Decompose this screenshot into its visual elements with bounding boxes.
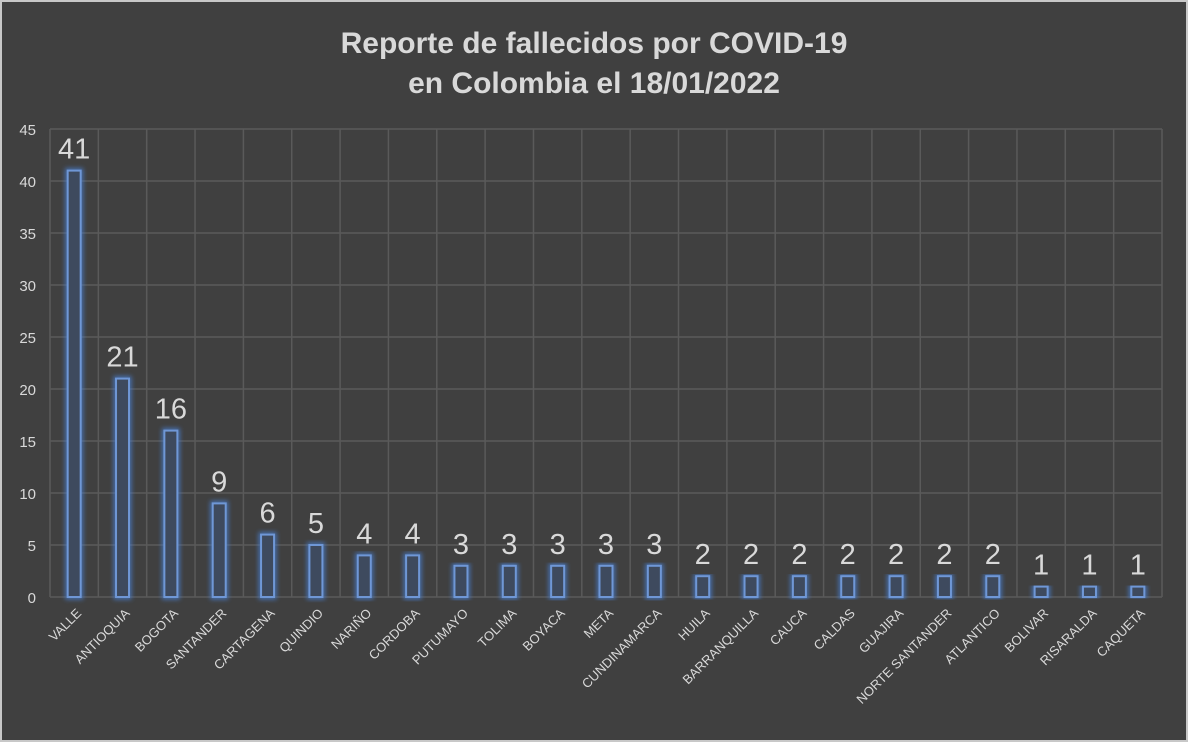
x-tick-label: GUAJIRA	[856, 605, 907, 656]
bar	[695, 575, 711, 599]
x-tick-label: CAQUETA	[1094, 605, 1149, 660]
data-label: 41	[58, 134, 90, 166]
bar	[598, 564, 614, 598]
bar	[260, 533, 276, 598]
bar	[985, 575, 1001, 599]
data-label: 1	[1130, 550, 1146, 582]
bar	[888, 575, 904, 599]
bar	[840, 575, 856, 599]
y-tick-label: 25	[19, 330, 36, 347]
bar	[66, 169, 82, 598]
bar	[1033, 585, 1049, 598]
data-label: 2	[743, 539, 759, 571]
data-label: 2	[840, 539, 856, 571]
y-tick-label: 15	[19, 434, 36, 451]
x-tick-label: VALLE	[46, 605, 85, 644]
bar	[163, 429, 179, 598]
x-tick-label: HUILA	[675, 605, 713, 643]
data-label: 3	[453, 529, 469, 561]
x-tick-label: META	[581, 605, 617, 641]
y-tick-label: 10	[19, 486, 36, 503]
title-line-1: Reporte de fallecidos por COVID-19	[340, 27, 848, 60]
y-tick-label: 20	[19, 382, 36, 399]
bar	[1081, 585, 1097, 598]
bar	[308, 544, 324, 598]
data-label: 21	[106, 342, 138, 374]
y-tick-label: 30	[19, 278, 36, 295]
data-label: 6	[259, 498, 275, 530]
bar	[646, 564, 662, 598]
bar	[405, 554, 421, 599]
data-label: 5	[308, 508, 324, 540]
x-tick-label: NORTE SANTANDER	[853, 606, 954, 707]
data-label: 4	[405, 518, 421, 550]
y-tick-label: 5	[28, 538, 36, 555]
data-label: 3	[550, 529, 566, 561]
x-tick-label: CALDAS	[810, 605, 858, 653]
chart-title: Reporte de fallecidos por COVID-19 en Col…	[2, 24, 1186, 104]
y-tick-label: 35	[19, 226, 36, 243]
data-label: 3	[501, 529, 517, 561]
x-tick-label: QUINDIO	[276, 606, 326, 656]
data-label: 3	[646, 529, 662, 561]
data-label: 9	[211, 466, 227, 498]
x-tick-label: BOYACA	[520, 605, 568, 653]
data-label: 2	[985, 539, 1001, 571]
bar	[791, 575, 807, 599]
bar	[211, 502, 227, 598]
y-tick-label: 45	[19, 122, 36, 139]
x-tick-label: NARIÑO	[328, 606, 374, 652]
data-label: 2	[695, 539, 711, 571]
data-label: 1	[1081, 550, 1097, 582]
bar	[936, 575, 952, 599]
bar	[743, 575, 759, 599]
x-tick-label: BOLIVAR	[1001, 606, 1051, 656]
y-tick-label: 0	[28, 590, 36, 607]
bar	[453, 564, 469, 598]
data-label: 2	[888, 539, 904, 571]
data-label: 4	[356, 518, 372, 550]
x-tick-label: BOGOTA	[132, 605, 181, 654]
title-line-2: en Colombia el 18/01/2022	[408, 67, 780, 100]
bar	[1130, 585, 1146, 598]
x-tick-label: CAUCA	[767, 605, 810, 648]
data-label: 2	[791, 539, 807, 571]
data-label: 3	[598, 529, 614, 561]
bar	[550, 564, 566, 598]
data-label: 16	[155, 394, 187, 426]
data-label: 2	[936, 539, 952, 571]
bar	[356, 554, 372, 599]
x-tick-label: TOLIMA	[475, 605, 520, 650]
bar	[115, 377, 131, 598]
y-tick-label: 40	[19, 174, 36, 191]
bar	[501, 564, 517, 598]
data-label: 1	[1033, 550, 1049, 582]
